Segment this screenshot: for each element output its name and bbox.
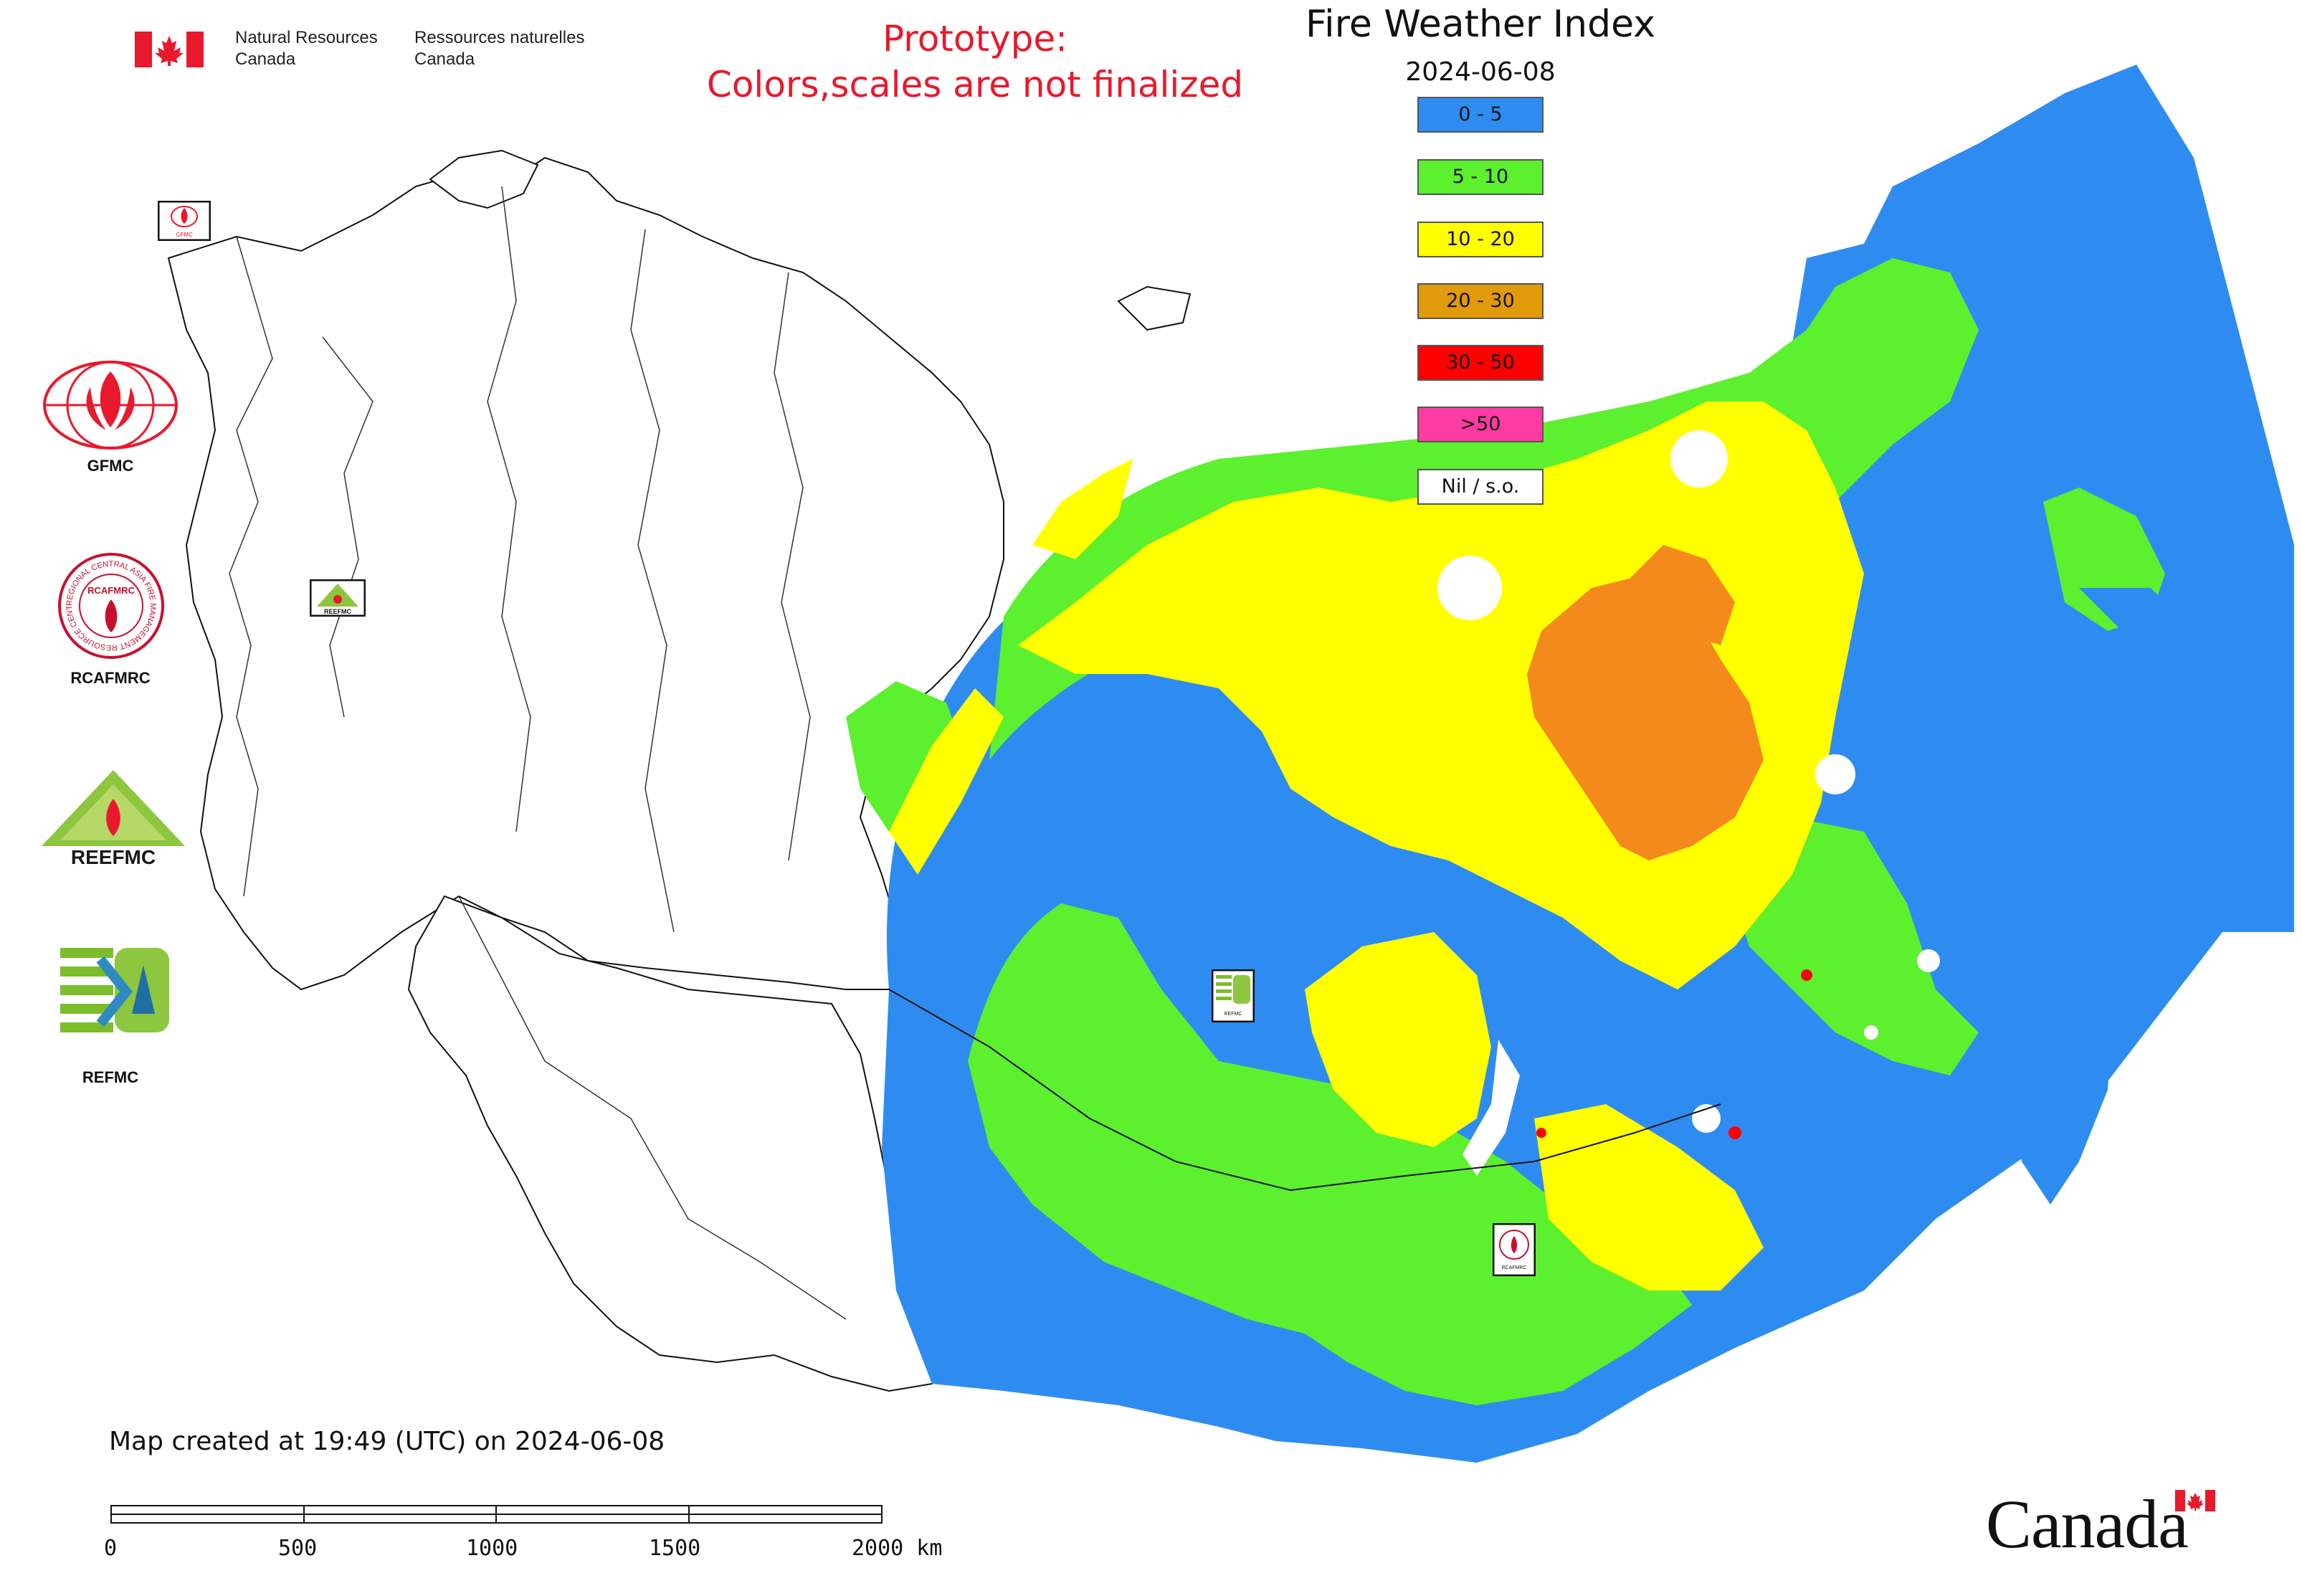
reefmc-map-marker-icon: REEFMC: [310, 579, 366, 617]
reefmc-logo-icon: REEFMC: [42, 770, 185, 868]
scale-label: 500: [278, 1536, 318, 1561]
refmc-map-marker-icon: REFMC: [1212, 969, 1255, 1022]
legend-item: 5 - 10: [1417, 159, 1544, 195]
gfmc-small-logo-icon: GFMC: [158, 201, 211, 241]
scale-label: 1000: [466, 1536, 518, 1561]
prototype-notice: Prototype: Colors,scales are not finaliz…: [667, 16, 1283, 108]
prototype-line1: Prototype:: [882, 18, 1068, 60]
rcafmrc-map-marker-text: RCAFMRC: [1502, 1265, 1527, 1270]
prototype-line2: Colors,scales are not finalized: [706, 64, 1244, 105]
gfmc-small-text: GFMC: [176, 232, 193, 238]
gfmc-label: GFMC: [87, 457, 134, 475]
map-date: 2024-06-08: [1405, 57, 1556, 87]
rcafmrc-center-text: RCAFMRC: [87, 585, 135, 596]
legend-item: 0 - 5: [1417, 97, 1544, 133]
rcafmrc-logo-icon: REGIONAL CENTRAL ASIA FIRE MANAGEMENT RE…: [57, 552, 164, 659]
legend-item: >50: [1417, 407, 1544, 442]
legend-item: 20 - 30: [1417, 283, 1544, 319]
scale-label: 2000 km: [852, 1536, 943, 1561]
map-title: Fire Weather Index: [1305, 3, 1655, 46]
dept-en-line1: Natural Resources: [235, 28, 378, 47]
dept-en-line2: Canada: [235, 49, 296, 69]
legend-item: 30 - 50: [1417, 345, 1544, 381]
gfmc-logo-icon: [43, 361, 178, 450]
legend-item: Nil / s.o.: [1417, 469, 1544, 505]
created-timestamp: Map created at 19:49 (UTC) on 2024-06-08: [109, 1427, 665, 1456]
reefmc-map-marker-text: REEFMC: [324, 608, 352, 615]
country-outlines: [167, 149, 1192, 1392]
rcafmrc-label: RCAFMRC: [70, 669, 151, 687]
scale-bar: [110, 1505, 883, 1524]
refmc-map-marker-text: REFMC: [1224, 1012, 1242, 1017]
wordmark-flag-icon: [2175, 1490, 2215, 1511]
scale-label: 1500: [649, 1536, 701, 1561]
dept-fr-line1: Ressources naturelles: [414, 28, 585, 47]
dept-fr-line2: Canada: [414, 49, 475, 69]
canada-wordmark-text: Canada: [1986, 1486, 2189, 1562]
rcafmrc-map-marker-icon: RCAFMRC: [1493, 1223, 1536, 1276]
fwi-raster: [846, 65, 2294, 1463]
canada-wordmark: Canada: [1986, 1484, 2230, 1570]
border-line: [888, 989, 1721, 1192]
reefmc-mark-text: REEFMC: [71, 846, 156, 868]
refmc-logo-icon: [57, 945, 172, 1038]
scale-label: 0: [104, 1536, 118, 1561]
legend-item: 10 - 20: [1417, 222, 1544, 257]
refmc-label: REFMC: [82, 1068, 139, 1086]
canada-flag-icon: [135, 32, 204, 67]
nrcan-signature: Natural Resources Canada Ressources natu…: [135, 27, 601, 77]
